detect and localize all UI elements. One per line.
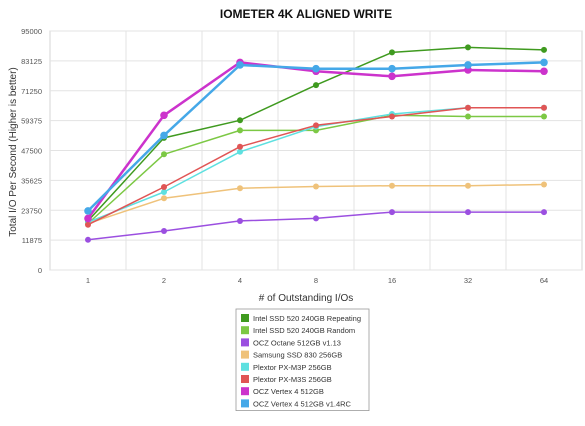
- data-point: [84, 207, 92, 215]
- data-point: [161, 183, 167, 190]
- data-point: [541, 113, 547, 120]
- legend-label: Plextor PX-M3S 256GB: [253, 375, 332, 384]
- data-point: [464, 61, 472, 69]
- chart-title: IOMETER 4K ALIGNED WRITE: [220, 7, 392, 21]
- series-8: [84, 58, 548, 215]
- data-point: [313, 82, 319, 89]
- data-point: [237, 185, 243, 192]
- x-tick-label: 1: [86, 276, 90, 285]
- data-point: [237, 127, 243, 134]
- legend-swatch: [241, 399, 249, 408]
- data-point: [237, 117, 243, 124]
- legend-swatch: [241, 338, 249, 347]
- y-tick-label: 11875: [22, 236, 42, 245]
- data-point: [465, 44, 471, 51]
- y-tick-label: 95000: [21, 27, 42, 36]
- legend-box: [235, 308, 370, 411]
- data-point: [160, 111, 168, 120]
- legend-label: OCZ Octane 512GB v1.13: [253, 338, 341, 347]
- data-point: [389, 182, 395, 189]
- data-point: [161, 151, 167, 158]
- legend-label: Samsung SSD 830 256GB: [253, 351, 342, 360]
- x-axis-ticks: 1 2 4 8 16 32 64: [86, 276, 548, 285]
- data-point: [313, 215, 319, 222]
- data-point: [237, 148, 243, 155]
- legend-label: OCZ Vertex 4 512GB v1.4RC: [253, 399, 352, 408]
- data-point: [313, 122, 319, 129]
- legend-swatch: [241, 387, 249, 396]
- data-point: [540, 58, 548, 67]
- y-tick-label: 59375: [21, 117, 42, 126]
- data-point: [313, 183, 319, 190]
- data-point: [541, 104, 547, 111]
- data-point: [85, 236, 91, 243]
- series-3: [85, 209, 547, 243]
- data-point: [84, 214, 92, 223]
- series-group: [84, 44, 548, 243]
- y-tick-label: 23750: [21, 206, 42, 215]
- x-tick-label: 4: [238, 276, 242, 285]
- legend-swatch: [241, 362, 249, 371]
- data-point: [236, 61, 244, 69]
- legend-swatch: [241, 350, 249, 359]
- data-point: [541, 46, 547, 53]
- y-axis-label: Total I/O Per Second (Higher is better): [8, 67, 19, 237]
- data-point: [540, 67, 548, 76]
- data-point: [465, 209, 471, 216]
- y-tick-label: 71250: [21, 87, 42, 96]
- data-point: [237, 143, 243, 150]
- x-axis-label: # of Outstanding I/Os: [259, 293, 354, 304]
- legend: Intel SSD 520 240GB Repeating Intel SSD 5…: [235, 308, 370, 411]
- data-point: [161, 189, 167, 196]
- data-point: [161, 228, 167, 235]
- data-point: [389, 209, 395, 216]
- y-tick-label: 47500: [21, 147, 42, 156]
- data-point: [541, 181, 547, 188]
- data-point: [161, 195, 167, 202]
- data-point: [465, 104, 471, 111]
- legend-swatch: [241, 314, 249, 322]
- legend-swatch: [241, 326, 249, 335]
- x-tick-label: 16: [388, 276, 396, 285]
- data-point: [389, 113, 395, 120]
- data-point: [389, 49, 395, 56]
- legend-label: Plextor PX-M3P 256GB: [253, 363, 332, 372]
- legend-swatch: [241, 375, 249, 383]
- data-point: [312, 64, 320, 73]
- data-point: [388, 64, 396, 73]
- data-point: [465, 113, 471, 120]
- y-axis-ticks: 0 11875 23750 35625 47500 59375 71250 83125 9500…: [21, 27, 42, 275]
- x-tick-label: 8: [314, 276, 318, 285]
- data-point: [160, 131, 168, 140]
- y-tick-label: 83125: [21, 57, 42, 66]
- y-tick-label: 35625: [21, 176, 42, 185]
- data-point: [85, 221, 91, 228]
- data-point: [237, 217, 243, 224]
- x-tick-label: 2: [162, 276, 166, 285]
- x-tick-label: 32: [464, 276, 472, 285]
- data-point: [541, 209, 547, 216]
- series-4: [85, 181, 547, 227]
- legend-label: OCZ Vertex 4 512GB: [253, 387, 324, 396]
- legend-label: Intel SSD 520 240GB Random: [253, 326, 355, 335]
- y-tick-label: 0: [38, 266, 42, 275]
- x-tick-label: 64: [540, 276, 548, 285]
- data-point: [388, 72, 396, 81]
- legend-label: Intel SSD 520 240GB Repeating: [253, 314, 361, 323]
- series-6: [85, 104, 547, 228]
- data-point: [465, 182, 471, 189]
